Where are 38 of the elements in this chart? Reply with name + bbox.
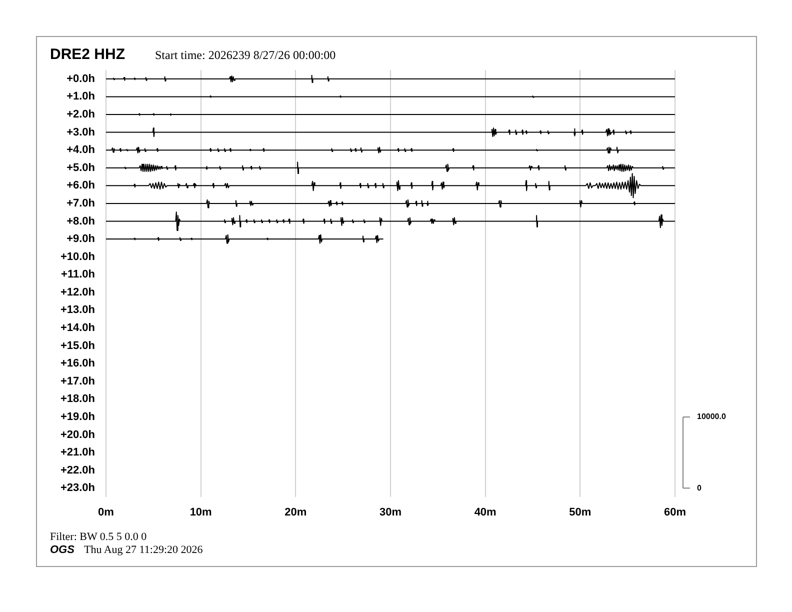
chart-title: DRE2 HHZ [50,46,126,63]
y-tick-label: +11.0h [61,268,96,281]
x-tick-label: 10m [190,506,212,519]
y-tick-label: +15.0h [60,340,96,352]
y-tick-label: +21.0h [60,446,96,459]
x-tick-label: 20m [284,506,307,519]
y-tick-label: +17.0h [60,375,96,388]
y-tick-label: +16.0h [60,358,96,370]
y2-tick-label: 0 [697,483,702,492]
x-tick-label: 60m [664,506,686,519]
chart-subtitle: Start time: 2026239 8/27/26 00:00:00 [155,48,336,63]
y2-tick-label: 10000.0 [697,412,726,422]
text: OGS [50,544,74,556]
y-tick-label: +6.0h [66,180,96,192]
y-tick-label: +7.0h [66,197,96,210]
y-tick-label: +18.0h [60,393,96,406]
y-tick-label: +22.0h [60,464,96,476]
y-tick-label: +4.0h [66,144,96,156]
x-tick-label: 0m [98,506,114,519]
x-tick-label: 30m [379,506,402,519]
x-tick-label: 50m [569,506,592,519]
y-tick-label: +8.0h [66,215,96,228]
y-tick-label: +5.0h [66,162,96,174]
y-tick-label: +9.0h [66,233,96,246]
text: Thu Aug 27 11:29:20 2026 [84,544,203,556]
text: Filter: BW 0.5 5 0.0 0 [50,531,147,543]
y-tick-label: +0.0h [66,72,96,85]
y-tick-label: +13.0h [60,304,96,316]
y-tick-label: +10.0h [60,250,96,263]
y-tick-label: +19.0h [60,410,96,423]
y-tick-label: +23.0h [60,482,96,494]
y-tick-label: +3.0h [66,126,96,138]
y-tick-label: +2.0h [66,108,96,121]
y-tick-label: +1.0h [66,90,96,103]
x-tick-label: 40m [474,506,497,519]
y-tick-label: +20.0h [60,428,96,441]
y-tick-label: +12.0h [60,286,96,298]
y-tick-label: +14.0h [60,322,96,334]
